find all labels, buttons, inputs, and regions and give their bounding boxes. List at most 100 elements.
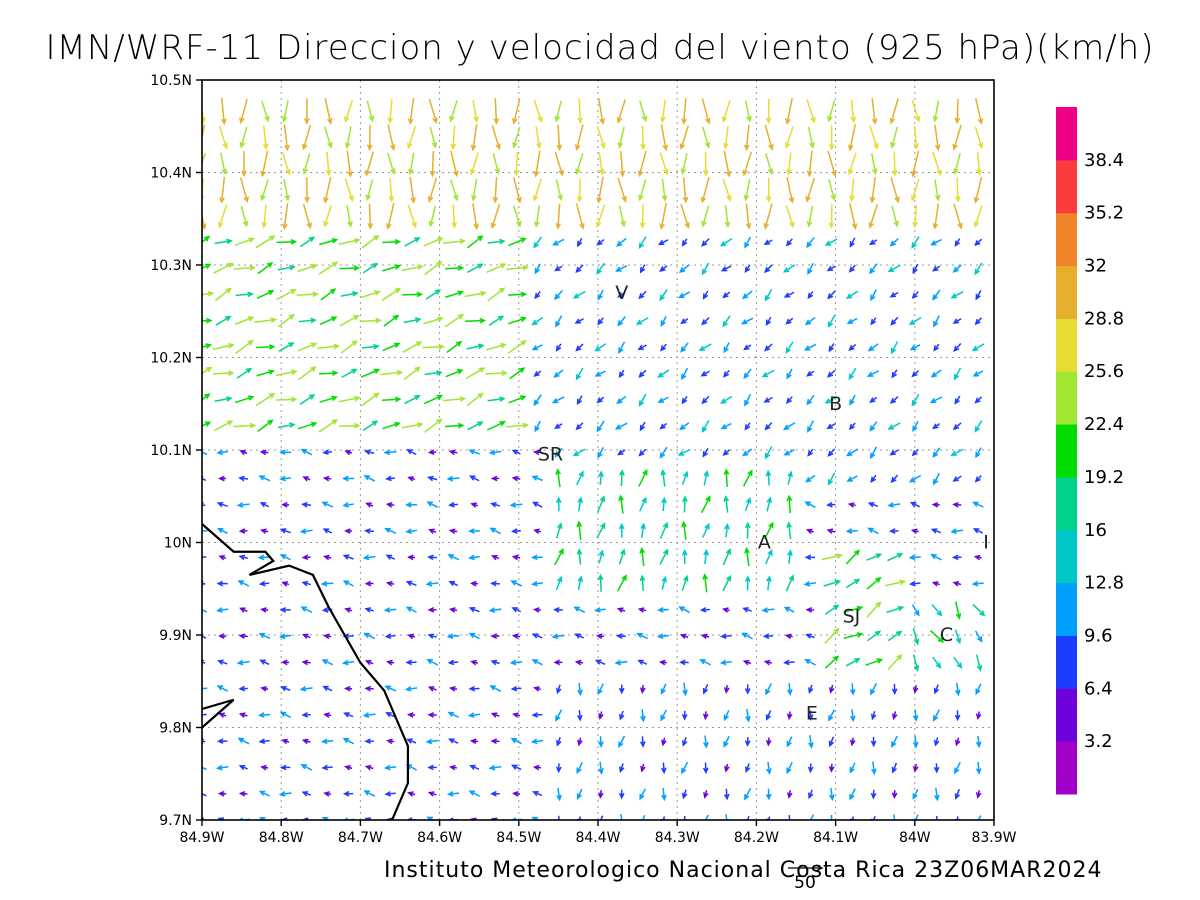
wind-arrow [533,370,542,377]
x-tick-label: 84.2W [734,830,779,846]
wind-arrow [533,236,543,249]
wind-arrow [661,787,667,802]
wind-arrow [490,659,500,666]
wind-arrow [911,100,921,123]
wind-arrow [405,606,417,613]
wind-arrow [744,737,751,747]
wind-arrow [339,422,361,429]
wind-arrow [682,682,688,697]
wind-arrow [576,470,584,486]
wind-arrow [826,369,836,378]
wind-arrow [574,318,584,324]
wind-arrow [618,205,626,228]
wind-arrow [236,367,253,379]
wind-arrow [302,476,311,482]
wind-arrow [804,554,815,561]
wind-arrow [884,579,906,587]
wind-arrow [363,475,376,482]
wind-arrow [866,553,883,561]
wind-arrow [681,520,687,540]
wind-arrow [510,580,523,587]
wind-arrow [576,520,583,540]
wind-arrow [660,99,666,124]
wind-arrow [449,764,458,771]
wind-arrow [722,449,731,456]
wind-arrow [869,421,878,432]
wind-arrow [531,816,540,820]
wind-arrow [299,394,316,405]
wind-arrow [911,290,919,300]
wind-arrow [762,633,773,639]
wind-arrow [742,607,752,613]
wind-arrow [933,315,940,328]
wind-arrow [806,99,816,124]
wind-arrow [594,343,607,352]
wind-arrow [891,711,898,721]
wind-arrow [845,528,858,534]
wind-arrow [321,764,333,771]
wind-arrow [553,369,564,378]
wind-arrow [639,496,647,512]
wind-arrow [619,469,625,487]
wind-arrow [277,313,295,328]
wind-arrow [867,630,882,642]
wind-arrow [202,393,211,401]
wind-arrow [598,152,605,176]
wind-arrow [849,203,858,230]
wind-arrow [975,815,982,820]
wind-arrow [680,152,688,176]
wind-arrow [974,396,983,404]
wind-arrow [444,422,465,429]
wind-arrow [682,495,688,513]
wind-arrow [618,789,625,800]
wind-arrow [703,790,709,799]
wind-arrow [468,632,480,640]
wind-arrow [972,528,984,534]
wind-arrow [216,501,228,508]
wind-arrow [787,549,793,564]
wind-arrow [639,264,646,274]
wind-arrow [554,447,563,458]
wind-arrow [238,685,248,692]
wind-arrow [870,736,877,748]
wind-arrow [615,264,628,272]
wind-arrow [720,633,732,640]
wind-arrow [953,343,962,353]
wind-arrow [220,152,228,176]
wind-arrow [597,289,604,301]
wind-arrow [384,685,397,692]
wind-arrow [954,98,961,125]
wind-arrow [365,502,374,508]
wind-arrow [783,659,795,666]
wind-arrow [260,150,269,178]
wind-arrow [909,580,921,587]
wind-arrow [660,816,667,820]
wind-arrow [954,816,961,820]
wind-arrow [532,791,543,797]
wind-arrow [806,150,813,178]
wind-arrow [554,423,563,430]
colorbar-swatch [1056,582,1077,636]
wind-arrow [744,422,751,431]
wind-arrow [954,788,960,800]
wind-arrow [469,152,480,176]
wind-arrow [467,263,484,273]
x-tick-label: 84.4W [575,830,620,846]
wind-arrow [912,685,919,694]
wind-arrow [258,712,271,718]
wind-arrow [700,177,710,204]
wind-arrow [447,659,459,666]
wind-arrow [911,393,920,407]
wind-arrow [488,449,502,456]
y-axis: 9.7N 9.8N 9.9N 10N 10.1N 10.2N 10.3N 10.4N 10.5N [150,73,202,829]
wind-arrow [532,178,543,202]
wind-arrow [319,370,339,377]
wind-arrow [721,607,730,613]
wind-arrow [972,370,984,377]
wind-arrow [765,152,774,175]
wind-arrow [637,344,647,351]
wind-arrow [681,815,688,820]
wind-arrow [319,395,338,403]
wind-arrow [238,475,249,482]
wind-arrow [723,369,730,378]
